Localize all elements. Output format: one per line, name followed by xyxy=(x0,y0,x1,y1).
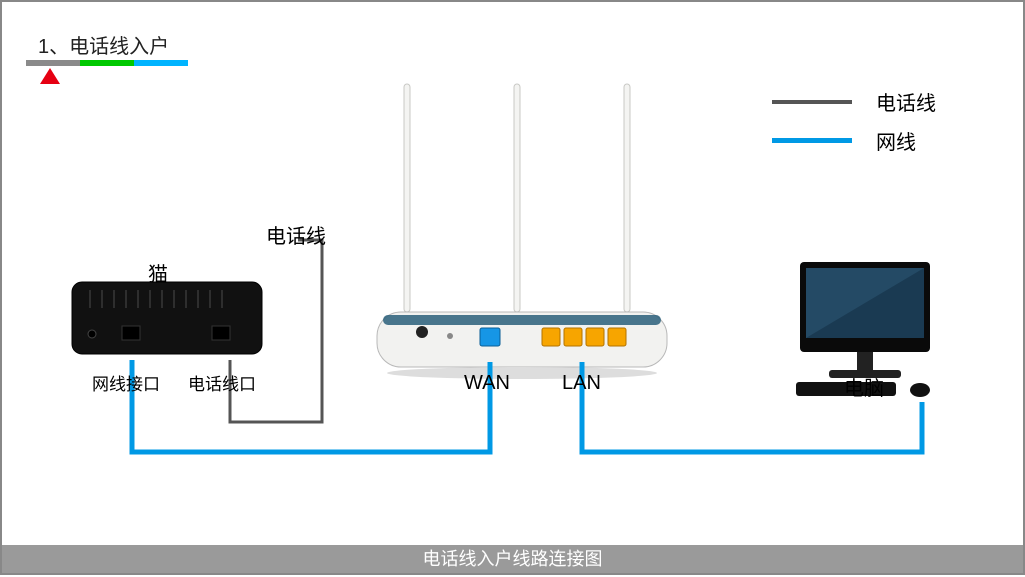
modem-port-net-label: 网线接口 xyxy=(92,370,160,395)
diagram-frame: 1、电话线入户 电话线网线 猫 网线接口 电话线口 电话线 WAN LAN 电脑… xyxy=(0,0,1025,575)
router-lan-label: LAN xyxy=(562,372,601,395)
computer-label: 电脑 xyxy=(844,372,884,401)
modem-port-phone-label: 电话线口 xyxy=(188,370,256,395)
router-wan-label: WAN xyxy=(464,372,510,395)
diagram-canvas: 1、电话线入户 电话线网线 猫 网线接口 电话线口 电话线 WAN LAN 电脑… xyxy=(2,2,1023,573)
modem-label: 猫 xyxy=(148,258,168,287)
caption-bar: 电话线入户线路连接图 xyxy=(2,545,1023,573)
diagram-svg xyxy=(2,2,1025,577)
phone-line-callout: 电话线 xyxy=(266,220,326,249)
